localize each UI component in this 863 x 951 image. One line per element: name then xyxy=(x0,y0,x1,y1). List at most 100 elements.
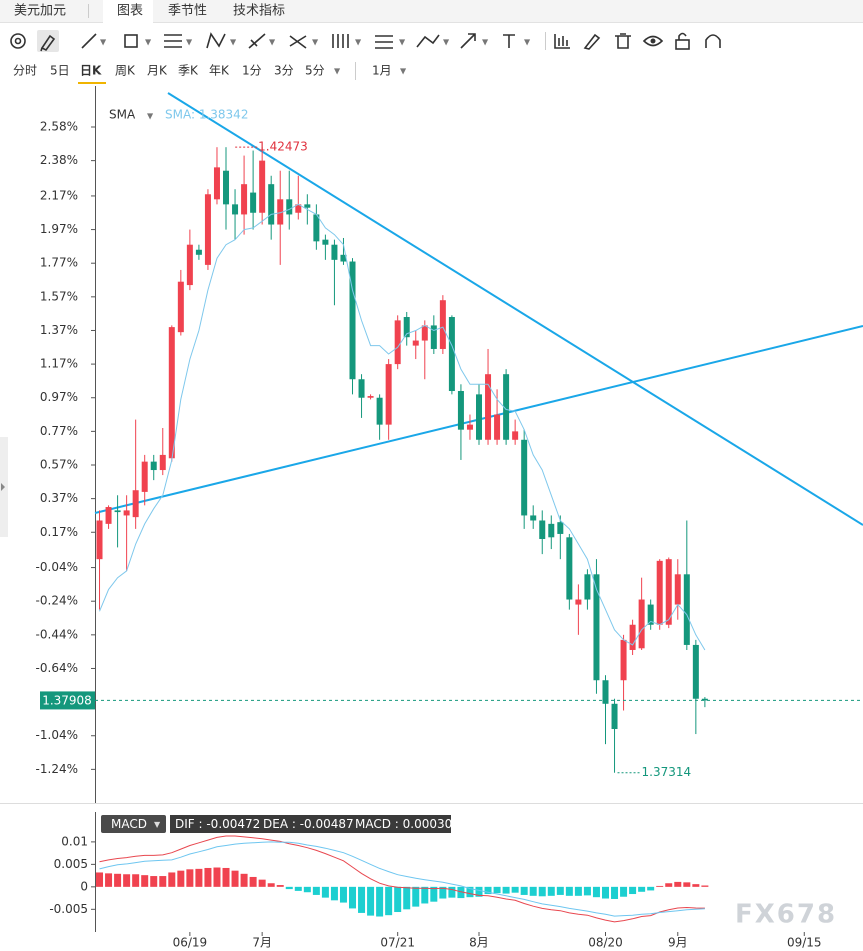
candle-body xyxy=(304,204,311,208)
macd-bar xyxy=(547,886,555,896)
macd-bar xyxy=(358,886,366,913)
candle-body xyxy=(611,703,618,730)
dropdown-caret[interactable]: ▼ xyxy=(400,67,407,76)
macd-bar xyxy=(674,881,682,887)
candle-body xyxy=(141,461,148,492)
candle-body xyxy=(548,523,555,538)
timeframe[interactable]: 5日 xyxy=(50,64,70,78)
macd-bar xyxy=(439,886,447,899)
y-tick-label: -1.04% xyxy=(36,728,78,742)
macd-bar xyxy=(466,886,474,898)
candle-body xyxy=(476,394,482,440)
macd-bar xyxy=(150,876,158,887)
candle-body xyxy=(340,254,347,262)
tool-icon[interactable] xyxy=(10,33,26,49)
timeframe[interactable]: 季K xyxy=(178,64,199,78)
macd-bar xyxy=(231,870,239,887)
tool-icon[interactable]: ▼ xyxy=(206,32,237,49)
y-tick-label: -0.44% xyxy=(36,627,78,641)
candle-body xyxy=(232,204,239,215)
candle-body xyxy=(448,317,455,392)
timeframe[interactable]: 分时 xyxy=(13,64,37,78)
tool-icon[interactable] xyxy=(642,35,664,47)
candle-body xyxy=(692,644,699,699)
macd-bar xyxy=(511,886,519,893)
timeframe[interactable]: 3分 xyxy=(274,64,294,78)
macd-bar xyxy=(457,886,465,899)
svg-text:▼: ▼ xyxy=(145,38,152,47)
macd-bar xyxy=(186,869,194,887)
sma-caret[interactable]: ▼ xyxy=(147,112,154,121)
tool-icon[interactable]: ▼ xyxy=(164,34,193,48)
tab[interactable]: 技术指标 xyxy=(233,4,285,19)
symbol-name: 美元加元 xyxy=(14,4,66,19)
tool-icon[interactable]: ▼ xyxy=(248,33,276,49)
macd-info: MACD : 0.00030 xyxy=(355,817,452,831)
tool-icon[interactable]: ▼ xyxy=(503,34,531,48)
macd-bar xyxy=(330,886,338,901)
tool-icon[interactable]: ▼ xyxy=(332,34,362,48)
candle-body xyxy=(466,424,473,430)
candle-body xyxy=(223,170,230,205)
candle-body xyxy=(349,261,356,380)
candle-body xyxy=(286,199,293,215)
candle-body xyxy=(575,599,582,605)
tool-icon[interactable] xyxy=(675,32,690,50)
macd-info: DIF : -0.00472 xyxy=(175,817,260,831)
tool-icon[interactable]: ▼ xyxy=(81,33,107,49)
range-select[interactable]: 1月 xyxy=(372,64,392,78)
tool-icon[interactable]: ▼ xyxy=(124,34,152,48)
candle-body xyxy=(412,340,419,346)
candle-body xyxy=(268,184,275,225)
tool-icon[interactable]: ▼ xyxy=(460,33,489,49)
tool-icon[interactable]: ▼ xyxy=(375,35,406,49)
macd-bar xyxy=(611,886,619,899)
candle-body xyxy=(150,461,157,471)
candle-body xyxy=(539,520,546,539)
tool-icon[interactable]: ▼ xyxy=(289,35,319,49)
tool-icon[interactable]: ▼ xyxy=(416,34,450,48)
tab-bar xyxy=(0,0,863,22)
macd-bar xyxy=(367,886,375,916)
macd-bar xyxy=(123,874,131,887)
candle-body xyxy=(358,379,365,398)
macd-bar xyxy=(339,886,347,903)
macd-bar xyxy=(394,886,402,913)
macd-bar xyxy=(96,872,104,887)
dropdown-caret[interactable]: ▼ xyxy=(334,67,341,76)
trend-line[interactable] xyxy=(167,92,863,526)
svg-text:▼: ▼ xyxy=(355,38,362,47)
macd-bar xyxy=(376,886,384,917)
candle-body xyxy=(430,325,437,349)
timeframe[interactable]: 月K xyxy=(147,64,168,78)
timeframe[interactable]: 1分 xyxy=(242,64,262,78)
candle-body xyxy=(250,192,257,213)
macd-bar xyxy=(177,870,185,887)
candle-body xyxy=(241,184,248,215)
tool-icon[interactable] xyxy=(554,34,570,49)
candle-body xyxy=(259,160,266,213)
macd-bar xyxy=(475,886,483,897)
macd-bar xyxy=(132,874,140,887)
macd-bar xyxy=(656,885,664,887)
tool-icon[interactable] xyxy=(615,33,631,49)
macd-select[interactable] xyxy=(101,815,166,833)
tool-icon[interactable] xyxy=(583,33,601,50)
tab[interactable]: 季节性 xyxy=(168,4,207,19)
macd-bar xyxy=(403,886,411,910)
tool-icon[interactable] xyxy=(37,30,59,52)
svg-text:▼: ▼ xyxy=(269,38,276,47)
macd-bar xyxy=(168,872,176,887)
timeframe[interactable]: 年K xyxy=(209,64,230,78)
timeframe-active[interactable]: 日K xyxy=(80,64,102,78)
macd-bar xyxy=(294,886,302,891)
candle-body xyxy=(159,454,166,471)
timeframe[interactable]: 5分 xyxy=(305,64,325,78)
tab[interactable]: 图表 xyxy=(117,4,143,19)
macd-bar xyxy=(529,886,537,896)
timeframe[interactable]: 周K xyxy=(115,64,136,78)
y-tick-label: 0.005 xyxy=(54,857,88,871)
macd-bar xyxy=(303,886,311,893)
tool-icon[interactable] xyxy=(705,34,721,48)
candle-body xyxy=(566,537,573,600)
